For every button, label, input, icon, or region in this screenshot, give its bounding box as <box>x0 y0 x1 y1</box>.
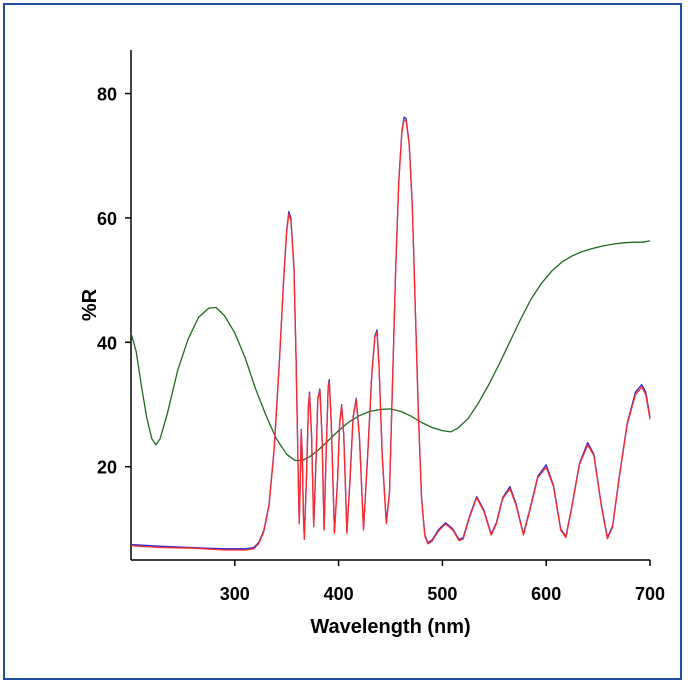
series-line-0 <box>130 240 651 462</box>
y-axis-title: %R <box>79 288 101 321</box>
x-tick-label-600: 600 <box>531 584 561 604</box>
series-line-1 <box>130 116 651 550</box>
y-tick-label-60: 60 <box>97 209 117 229</box>
x-tick-label-700: 700 <box>635 584 665 604</box>
series-layer <box>130 116 651 551</box>
ticks: 300 400 500 600 700 20 40 60 80 <box>97 85 665 604</box>
x-tick-label-500: 500 <box>427 584 457 604</box>
series-line-2 <box>130 119 651 551</box>
x-tick-label-400: 400 <box>324 584 354 604</box>
x-tick-label-300: 300 <box>220 584 250 604</box>
chart-frame <box>3 3 682 680</box>
axes <box>130 50 650 561</box>
y-tick-label-40: 40 <box>97 333 117 353</box>
y-tick-label-80: 80 <box>97 85 117 105</box>
y-tick-label-20: 20 <box>97 458 117 478</box>
x-axis-title: Wavelength (nm) <box>310 616 470 638</box>
